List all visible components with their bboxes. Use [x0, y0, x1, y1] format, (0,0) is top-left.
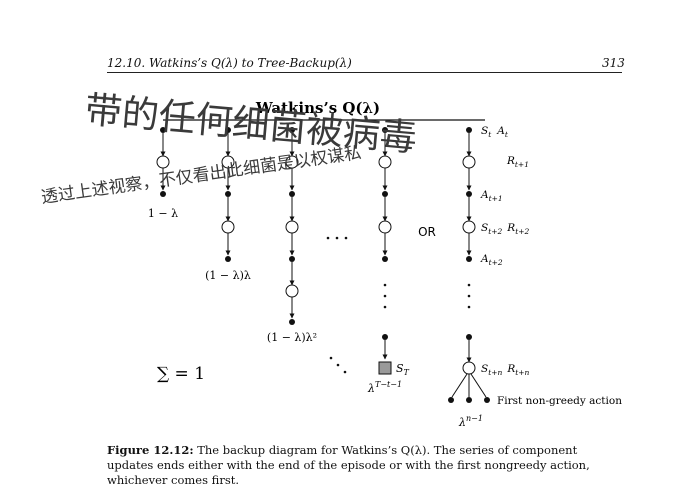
handwriting-line-2: 透过上述视察，不仅看出此细菌是以权谋私	[40, 143, 363, 208]
header-rule	[107, 72, 622, 73]
diagonal-ellipsis	[329, 356, 347, 374]
weight-one-minus-lambda: 1 − λ	[148, 207, 178, 220]
or-label: OR	[418, 225, 436, 239]
weight-one-minus-lambda-times-lambda-squared: (1 − λ)λ²	[267, 331, 317, 344]
label-s-tn-r-tn: St+n Rt+n	[481, 363, 530, 377]
label-s-t-a-t: St At	[481, 125, 509, 139]
figure-caption: Figure 12.12: The backup diagram for Wat…	[107, 443, 627, 488]
diagram-title: Watkins’s Q(λ)	[255, 99, 380, 117]
label-s-t2-r-t2: St+2 Rt+2	[481, 222, 529, 236]
backup-column-3	[285, 127, 299, 325]
label-first-non-greedy-action: First non-greedy action	[497, 395, 622, 407]
backup-column-1	[156, 127, 170, 197]
weight-one-minus-lambda-times-lambda: (1 − λ)λ	[205, 269, 251, 282]
running-header-section: 12.10. Watkins’s Q(λ) to Tree-Backup(λ)	[107, 56, 352, 70]
label-a-t2: At+2	[480, 253, 503, 267]
horizontal-ellipsis	[326, 236, 348, 240]
page-number: 313	[602, 56, 625, 70]
backup-column-non-greedy	[448, 127, 490, 403]
backup-column-terminal	[378, 127, 392, 375]
backup-diagram: Watkins’s Q(λ) 1 − λ (1 − λ)λ	[40, 88, 622, 429]
weight-lambda-n-1: λn−1	[458, 414, 483, 429]
caption-label: Figure 12.12:	[107, 443, 194, 457]
label-a-t1: At+1	[480, 189, 503, 203]
backup-column-2	[221, 127, 235, 262]
label-s-T: ST	[396, 362, 410, 377]
weight-lambda-T-t-1: λT−t−1	[367, 380, 402, 395]
sum-equals-one: ∑ = 1	[157, 364, 205, 384]
label-r-t1: Rt+1	[506, 155, 529, 169]
